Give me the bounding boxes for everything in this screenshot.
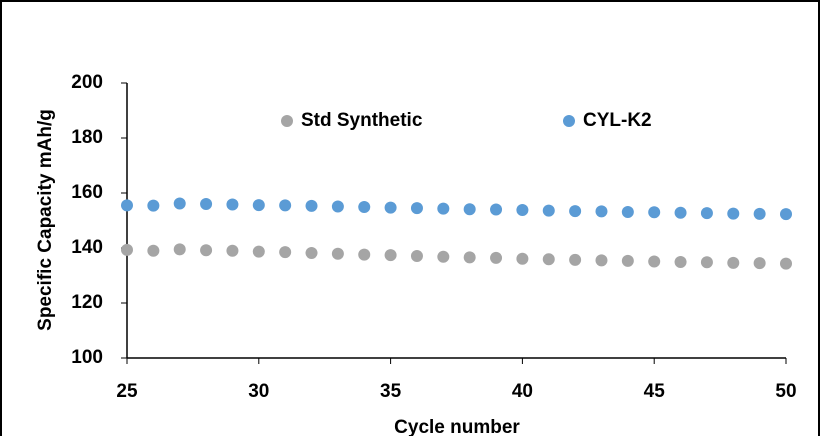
- data-point: [595, 205, 608, 218]
- data-point: [621, 205, 634, 218]
- data-point: [727, 207, 740, 220]
- data-point: [279, 199, 292, 212]
- data-point: [384, 249, 397, 262]
- data-point: [384, 201, 397, 214]
- data-point: [463, 251, 476, 264]
- data-point: [173, 243, 186, 256]
- data-point: [621, 254, 634, 267]
- y-tick-label: 140: [71, 237, 103, 258]
- data-point: [542, 253, 555, 266]
- data-point: [727, 256, 740, 269]
- data-point: [305, 199, 318, 212]
- y-axis-title: Specific Capacity mAh/g: [35, 109, 56, 331]
- x-tick-label: 35: [380, 381, 402, 402]
- y-tick-label: 180: [71, 127, 103, 148]
- data-point: [753, 207, 766, 220]
- data-point: [410, 249, 423, 262]
- data-point: [780, 208, 792, 221]
- data-point: [200, 198, 213, 210]
- data-point: [226, 244, 239, 257]
- data-point: [121, 243, 133, 256]
- data-point: [516, 252, 529, 265]
- data-point: [437, 250, 450, 263]
- data-point: [252, 245, 265, 258]
- data-point: [674, 256, 687, 269]
- data-point: [700, 207, 713, 220]
- data-point: [147, 199, 160, 212]
- data-point: [226, 198, 239, 211]
- data-point: [780, 257, 792, 270]
- data-point: [279, 246, 292, 259]
- data-point: [305, 246, 318, 259]
- legend-marker: [281, 115, 293, 127]
- x-tick-label: 40: [512, 381, 533, 402]
- data-point: [595, 254, 608, 267]
- legend-marker: [563, 115, 575, 127]
- data-point: [569, 253, 582, 266]
- y-tick-label: 100: [71, 347, 103, 368]
- data-point: [542, 204, 555, 217]
- y-tick-label: 120: [71, 292, 103, 313]
- x-tick-label: 25: [116, 381, 138, 402]
- x-tick-label: 45: [644, 381, 666, 402]
- data-point: [490, 251, 503, 264]
- data-point: [200, 244, 213, 257]
- data-point: [463, 203, 476, 216]
- data-point: [331, 247, 344, 260]
- data-point: [753, 257, 766, 270]
- y-tick-label: 200: [71, 72, 103, 93]
- data-point: [173, 197, 186, 210]
- data-point: [648, 255, 661, 268]
- data-point: [490, 203, 503, 216]
- data-point: [410, 202, 423, 215]
- data-point: [358, 201, 371, 214]
- data-point: [674, 206, 687, 219]
- x-tick-label: 50: [775, 381, 796, 402]
- legend-label: CYL-K2: [583, 110, 652, 131]
- legend-label: Std Synthetic: [301, 110, 423, 131]
- x-axis-title: Cycle number: [394, 417, 520, 436]
- data-point: [516, 204, 529, 217]
- data-point: [331, 200, 344, 213]
- data-point: [358, 248, 371, 261]
- data-point: [700, 256, 713, 269]
- data-point: [437, 202, 450, 215]
- data-point: [147, 244, 160, 257]
- data-point: [121, 199, 133, 212]
- x-tick-label: 30: [248, 381, 269, 402]
- data-point: [648, 206, 661, 219]
- y-tick-label: 160: [71, 182, 103, 203]
- data-point: [252, 199, 265, 212]
- data-point: [569, 205, 582, 218]
